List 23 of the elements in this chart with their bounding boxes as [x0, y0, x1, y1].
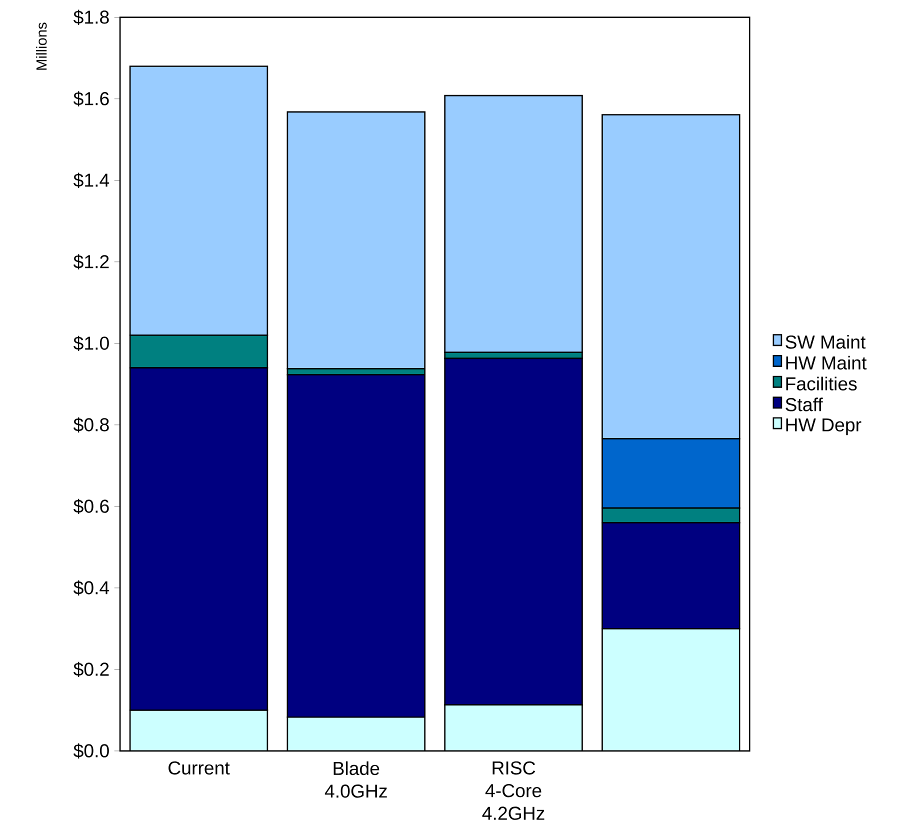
y-tick-label: $1.6 [74, 91, 109, 107]
bar [602, 628, 740, 752]
y-tick-label: $1.2 [74, 254, 109, 270]
legend-label: Staff [786, 398, 823, 412]
y-tick-label: $1.8 [74, 10, 109, 26]
y-tick-label: $0.8 [74, 418, 109, 433]
bar [444, 705, 582, 752]
y-tick-label: $0.2 [74, 662, 109, 678]
x-tick-label: Current [168, 762, 230, 775]
y-tick-label: $0.0 [74, 744, 109, 759]
y-tick-label: $1.4 [74, 172, 110, 188]
legend-label: Facilities [786, 376, 857, 391]
x-tick-label: RISC 4-Core 4.2GHz [482, 762, 544, 820]
bar [130, 710, 268, 752]
y-tick-label: $0.6 [74, 499, 109, 514]
y-tick-label: $0.4 [74, 580, 110, 596]
legend-label: HW Depr [786, 418, 862, 436]
y-axis-title: Millions [36, 22, 47, 70]
x-tick-label: Blade 4.0GHz [324, 762, 387, 798]
bar [287, 717, 425, 752]
legend-label: HW Maint [786, 356, 867, 370]
y-tick-label: $1.0 [74, 336, 109, 352]
legend-label: SW Maint [786, 335, 866, 349]
